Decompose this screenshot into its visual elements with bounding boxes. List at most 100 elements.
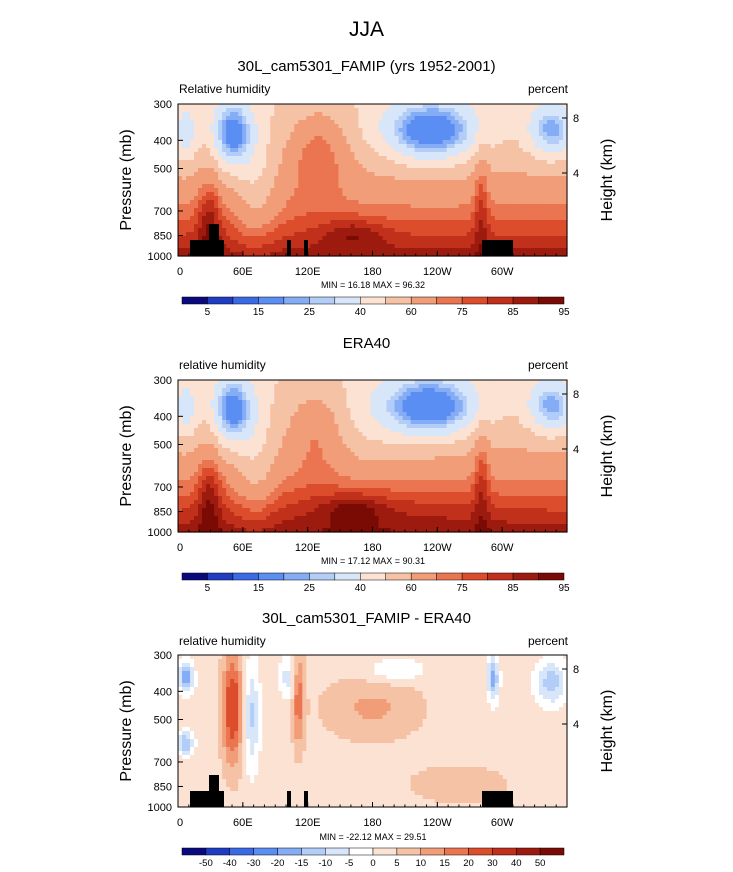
contour-cell (502, 124, 508, 129)
contour-cell (218, 216, 223, 221)
contour-cell (270, 224, 275, 229)
contour-cell (222, 208, 227, 213)
contour-cell (274, 216, 279, 221)
contour-cell (554, 212, 560, 217)
contour-cell (470, 176, 476, 181)
contour-cell (414, 156, 420, 161)
contour-cell (246, 240, 251, 245)
contour-cell (382, 224, 388, 229)
contour-cell (270, 180, 275, 185)
contour-cell (246, 168, 251, 173)
contour-cell (454, 148, 460, 153)
contour-cell (274, 392, 279, 397)
contour-cell (278, 204, 283, 209)
contour-cell (350, 416, 356, 421)
contour-cell (502, 392, 508, 397)
contour-cell (206, 108, 211, 113)
contour-cell (302, 116, 307, 121)
contour-cell (254, 176, 259, 181)
contour-cell (370, 396, 376, 401)
x-tick-label: 180 (363, 266, 381, 278)
contour-cell (314, 408, 319, 413)
contour-cell (458, 136, 464, 141)
contour-cell (210, 124, 215, 129)
contour-cell (374, 116, 380, 121)
contour-cell (498, 116, 504, 121)
contour-cell (550, 404, 556, 409)
y-tick-label: 500 (154, 163, 172, 175)
contour-cell (354, 408, 360, 413)
contour-cell (510, 124, 516, 129)
contour-cell (282, 160, 287, 165)
contour-cell (558, 116, 564, 121)
contour-cell (442, 156, 448, 161)
contour-cell (542, 208, 548, 213)
contour-cell (430, 180, 436, 185)
contour-cell (358, 416, 364, 421)
contour-cell (374, 208, 380, 213)
contour-cell (346, 204, 352, 209)
contour-cell (186, 160, 191, 165)
contour-cell (442, 136, 448, 141)
contour-cell (418, 124, 424, 129)
contour-cell (382, 136, 388, 141)
contour-cell (298, 124, 303, 129)
contour-cell (466, 412, 472, 417)
contour-cell (446, 148, 452, 153)
contour-cell (354, 232, 360, 237)
contour-cell (178, 152, 183, 157)
contour-cell (522, 124, 528, 129)
contour-cell (318, 196, 323, 201)
contour-cell (246, 428, 251, 433)
contour-cell (202, 384, 207, 389)
contour-cell (474, 420, 480, 425)
contour-cell (306, 400, 311, 405)
contour-cell (234, 380, 239, 385)
contour-cell (342, 200, 348, 205)
contour-cell (378, 140, 384, 145)
contour-cell (198, 164, 203, 169)
contour-cell (386, 424, 392, 429)
contour-cell (398, 112, 404, 117)
contour-cell (442, 212, 448, 217)
contour-cell (538, 220, 544, 225)
contour-cell (542, 112, 548, 117)
contour-cell (454, 112, 460, 117)
contour-cell (526, 160, 532, 165)
contour-cell (218, 120, 223, 125)
contour-cell (330, 232, 335, 237)
contour-cell (562, 104, 568, 109)
contour-cell (206, 224, 211, 229)
contour-cell (474, 380, 480, 385)
contour-cell (458, 392, 464, 397)
contour-cell (290, 248, 295, 253)
contour-cell (278, 232, 283, 237)
contour-cell (206, 104, 211, 109)
contour-cell (374, 224, 380, 229)
contour-cell (294, 108, 299, 113)
contour-cell (226, 132, 231, 137)
contour-cell (210, 384, 215, 389)
contour-cell (398, 216, 404, 221)
contour-cell (298, 228, 303, 233)
contour-cell (482, 144, 488, 149)
contour-cell (202, 168, 207, 173)
contour-cell (258, 148, 263, 153)
contour-cell (466, 208, 472, 213)
contour-cell (446, 200, 452, 205)
contour-cell (518, 388, 524, 393)
contour-cell (314, 228, 319, 233)
contour-cell (358, 104, 364, 109)
contour-cell (326, 224, 331, 229)
contour-cell (318, 136, 323, 141)
contour-cell (390, 420, 396, 425)
contour-cell (358, 208, 364, 213)
contour-cell (302, 164, 307, 169)
contour-cell (218, 124, 223, 129)
contour-cell (494, 388, 500, 393)
contour-cell (386, 176, 392, 181)
contour-cell (542, 240, 548, 245)
contour-cell (458, 116, 464, 121)
contour-cell (342, 208, 348, 213)
contour-cell (186, 176, 191, 181)
